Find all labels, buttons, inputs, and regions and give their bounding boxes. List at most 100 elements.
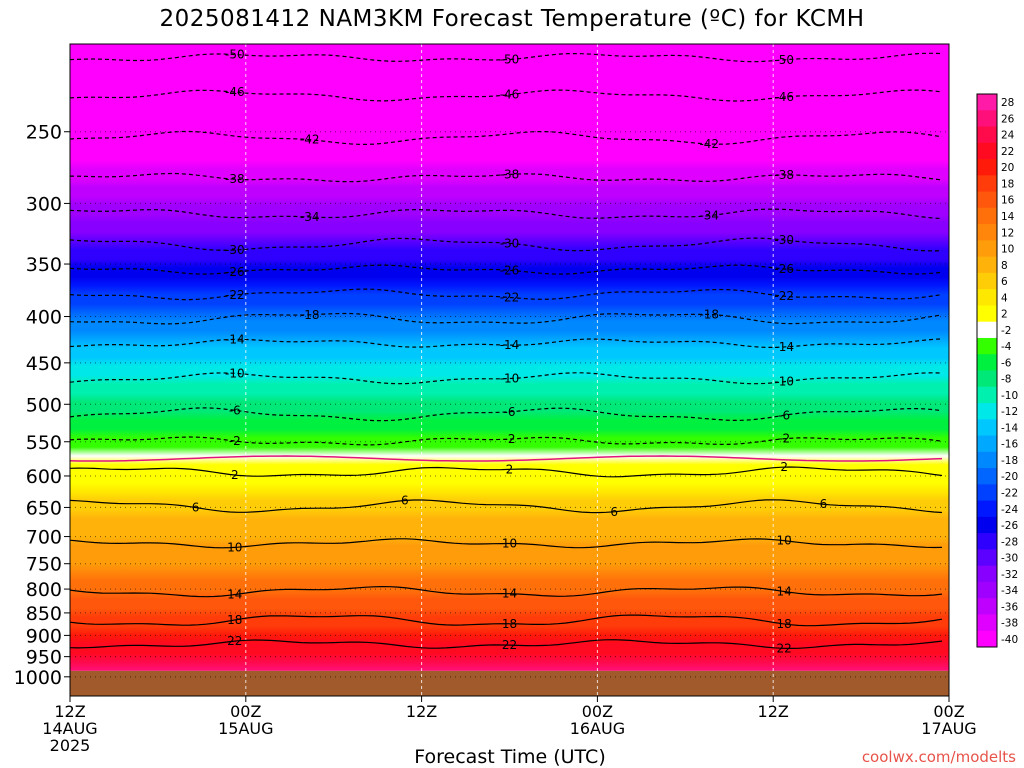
contour-label: -50 <box>774 53 794 67</box>
colorbar-swatch <box>977 500 997 518</box>
contour-label: -14 <box>225 332 245 346</box>
colorbar-label: 18 <box>1001 178 1014 190</box>
colorbar-label: 26 <box>1001 113 1015 125</box>
contour-label: -30 <box>500 236 520 250</box>
contour-label: -14 <box>774 340 794 354</box>
colorbar-swatch <box>977 533 997 550</box>
contour-label: -30 <box>225 243 245 257</box>
colorbar-swatch <box>977 435 997 453</box>
contour-label: -2 <box>504 432 516 446</box>
contour-label: -46 <box>225 85 245 99</box>
x-tick-label: 00Z <box>933 702 964 721</box>
colorbar-label: -34 <box>1001 585 1018 597</box>
contour--18 <box>69 312 943 325</box>
colorbar-label: -36 <box>1001 601 1018 613</box>
contour-label: 14 <box>777 584 792 598</box>
y-tick-label: 400 <box>26 307 62 329</box>
contour-label: -26 <box>225 265 245 279</box>
contour-label: -38 <box>500 167 520 181</box>
y-tick-label: 600 <box>26 466 62 488</box>
contour-18 <box>69 614 943 627</box>
colorbar-label: 14 <box>1001 211 1015 223</box>
y-tick-label: 700 <box>26 527 62 549</box>
contour-2 <box>69 466 943 478</box>
colorbar-label: 20 <box>1001 162 1014 174</box>
colorbar-swatch <box>977 614 997 632</box>
colorbar-swatch <box>977 142 997 160</box>
colorbar-label: -18 <box>1001 455 1018 467</box>
colorbar-swatch <box>977 337 997 355</box>
colorbar-label: 8 <box>1001 260 1008 272</box>
contour-label: 22 <box>777 641 792 655</box>
colorbar-swatch <box>977 598 997 615</box>
colorbar-swatch <box>977 549 997 567</box>
colorbar-label: 6 <box>1001 276 1008 288</box>
contour-label: 6 <box>192 501 200 515</box>
colorbar-label: 10 <box>1001 244 1014 256</box>
x-tick-label: 12Z <box>758 702 789 721</box>
contour-label: -34 <box>300 210 320 224</box>
colorbar: 28 26 24 22 20 18 16 14 12 10 8 6 4 2 -2 -4 -6 -8 -10 -12 -1… <box>976 93 1018 648</box>
contour-6 <box>69 499 943 514</box>
colorbar-swatch <box>977 484 997 502</box>
x-tick-label: 17AUG <box>921 719 976 738</box>
x-tick-label: 16AUG <box>570 719 625 738</box>
x-tick-label: 15AUG <box>218 719 273 738</box>
y-tick-label: 350 <box>26 254 62 276</box>
contour-label: -30 <box>774 233 794 247</box>
ground-below-surface <box>70 670 949 696</box>
contour-label: -50 <box>225 48 245 62</box>
colorbar-swatch <box>977 354 997 371</box>
plot-frame <box>69 43 950 697</box>
colorbar-label: -30 <box>1001 553 1018 565</box>
contour--14 <box>69 338 943 348</box>
contour-label: -6 <box>229 403 241 417</box>
colorbar-swatch <box>977 224 997 241</box>
x-tick-label: 2025 <box>50 736 91 755</box>
contour-label: -38 <box>225 172 245 186</box>
colorbar-swatch <box>977 581 997 599</box>
contour-label: -42 <box>699 137 719 151</box>
contour-label: -46 <box>774 90 794 104</box>
contour-label: -10 <box>774 375 794 389</box>
contour-label: -18 <box>699 307 719 321</box>
contour-label: -18 <box>300 308 320 322</box>
x-tick-label: 12Z <box>54 702 85 721</box>
contour-label: 10 <box>777 534 792 548</box>
y-axis: 2503003504004505005506006507007508008509… <box>14 122 70 689</box>
contour-label: -10 <box>500 372 520 386</box>
freezing-line <box>69 455 943 462</box>
contour-label: 2 <box>506 462 514 476</box>
colorbar-swatch <box>977 175 997 193</box>
x-axis-label: Forecast Time (UTC) <box>414 746 606 768</box>
colorbar-label: 16 <box>1001 195 1015 207</box>
y-tick-label: 300 <box>26 193 62 215</box>
colorbar-label: -24 <box>1001 504 1018 516</box>
contour--42 <box>69 130 943 146</box>
colorbar-frame <box>976 93 998 648</box>
contour-22 <box>69 639 943 650</box>
colorbar-label: 2 <box>1001 309 1008 321</box>
contour-label: 22 <box>227 634 242 648</box>
y-tick-label: 250 <box>26 122 62 144</box>
y-tick-label: 900 <box>26 625 62 647</box>
colorbar-label: -6 <box>1001 357 1012 369</box>
contour--46 <box>69 89 943 102</box>
colorbar-swatch <box>977 419 997 437</box>
colorbar-label: 28 <box>1001 97 1014 109</box>
y-tick-label: 950 <box>26 647 62 669</box>
contour-label: -38 <box>774 168 794 182</box>
colorbar-swatch <box>977 305 997 323</box>
colorbar-label: -14 <box>1001 422 1018 434</box>
colorbar-label: 12 <box>1001 227 1014 239</box>
colorbar-swatch <box>977 256 997 274</box>
colorbar-swatch <box>977 386 997 404</box>
colorbar-label: 4 <box>1001 292 1008 304</box>
y-tick-label: 450 <box>26 353 62 375</box>
colorbar-label: 24 <box>1001 130 1015 142</box>
colorbar-swatch <box>977 94 997 111</box>
x-tick-label: 12Z <box>406 702 437 721</box>
contour-label: 2 <box>780 460 788 474</box>
colorbar-label: -26 <box>1001 520 1018 532</box>
